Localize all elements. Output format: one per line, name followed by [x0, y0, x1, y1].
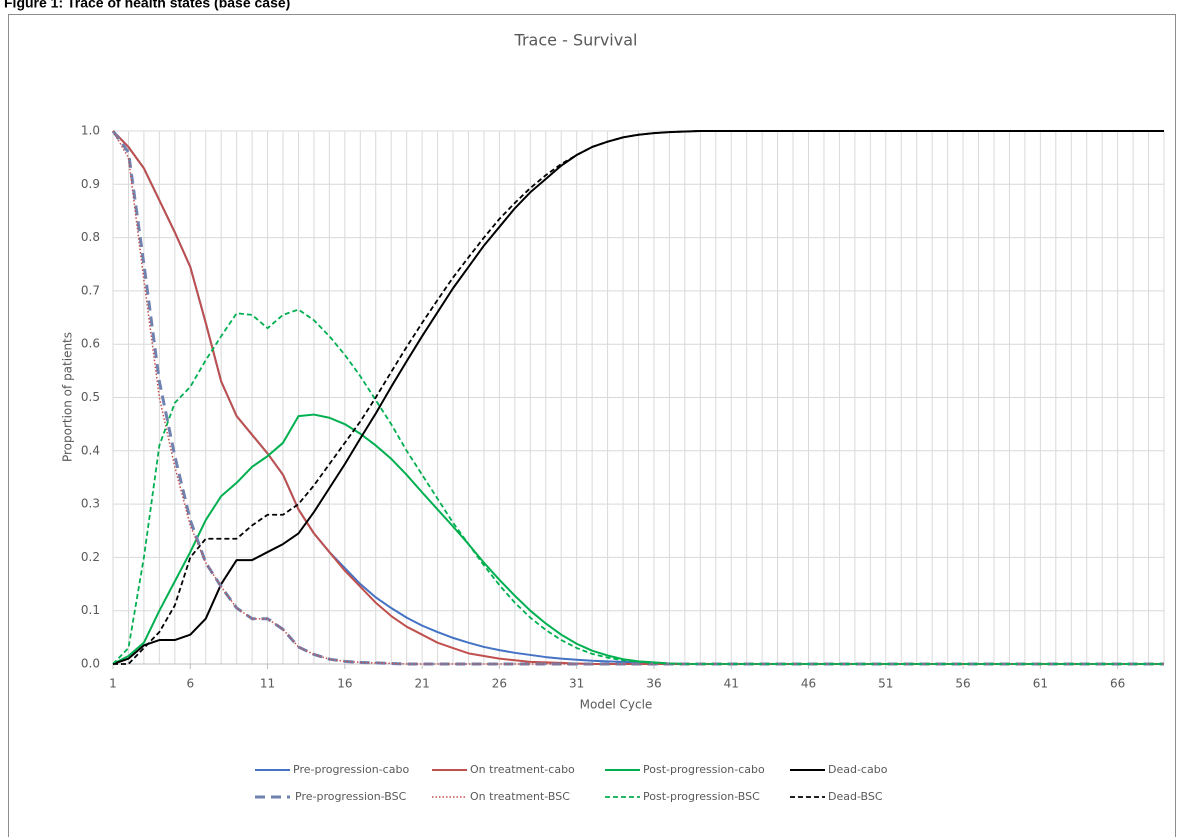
- y-tick-label: 0.2: [81, 550, 100, 564]
- x-tick-label: 26: [492, 677, 507, 691]
- legend-label: Dead-cabo: [828, 763, 888, 776]
- x-tick-label: 1: [109, 677, 117, 691]
- legend-label: On treatment-cabo: [470, 763, 575, 776]
- x-tick-label: 21: [414, 677, 429, 691]
- x-tick-label: 6: [186, 677, 194, 691]
- x-tick-label: 41: [724, 677, 739, 691]
- y-tick-label: 0.9: [81, 177, 100, 191]
- chart-title: Trace - Survival: [514, 31, 638, 50]
- y-tick-label: 0.7: [81, 283, 100, 297]
- figure-caption: Figure 1: Trace of health states (base c…: [4, 0, 290, 11]
- y-tick-label: 0.5: [81, 390, 100, 404]
- legend-label: Post-progression-cabo: [643, 763, 765, 776]
- legend-label: Dead-BSC: [828, 790, 883, 803]
- x-tick-label: 31: [569, 677, 584, 691]
- y-tick-label: 0.8: [81, 230, 100, 244]
- x-tick-label: 51: [878, 677, 893, 691]
- legend-label: Pre-progression-BSC: [295, 790, 407, 803]
- legend-label: On treatment-BSC: [470, 790, 570, 803]
- legend-label: Post-progression-BSC: [643, 790, 760, 803]
- y-tick-label: 1.0: [81, 124, 100, 138]
- x-tick-label: 46: [801, 677, 816, 691]
- x-axis-title: Model Cycle: [580, 698, 653, 712]
- y-axis-title: Proportion of patients: [61, 332, 75, 462]
- legend-label: Pre-progression-cabo: [293, 763, 409, 776]
- x-tick-label: 61: [1033, 677, 1048, 691]
- series-line: [112, 308, 1164, 665]
- y-tick-label: 0.1: [81, 603, 100, 617]
- y-tick-label: 0.6: [81, 337, 100, 351]
- x-tick-label: 16: [337, 677, 352, 691]
- x-tick-label: 66: [1110, 677, 1125, 691]
- y-tick-label: 0.4: [81, 443, 100, 457]
- y-tick-label: 0.0: [81, 657, 100, 671]
- y-tick-label: 0.3: [81, 497, 100, 511]
- series-line: [112, 130, 1164, 665]
- x-tick-label: 36: [646, 677, 661, 691]
- x-tick-label: 56: [955, 677, 970, 691]
- series-line: [113, 130, 1164, 665]
- x-tick-label: 11: [260, 677, 275, 691]
